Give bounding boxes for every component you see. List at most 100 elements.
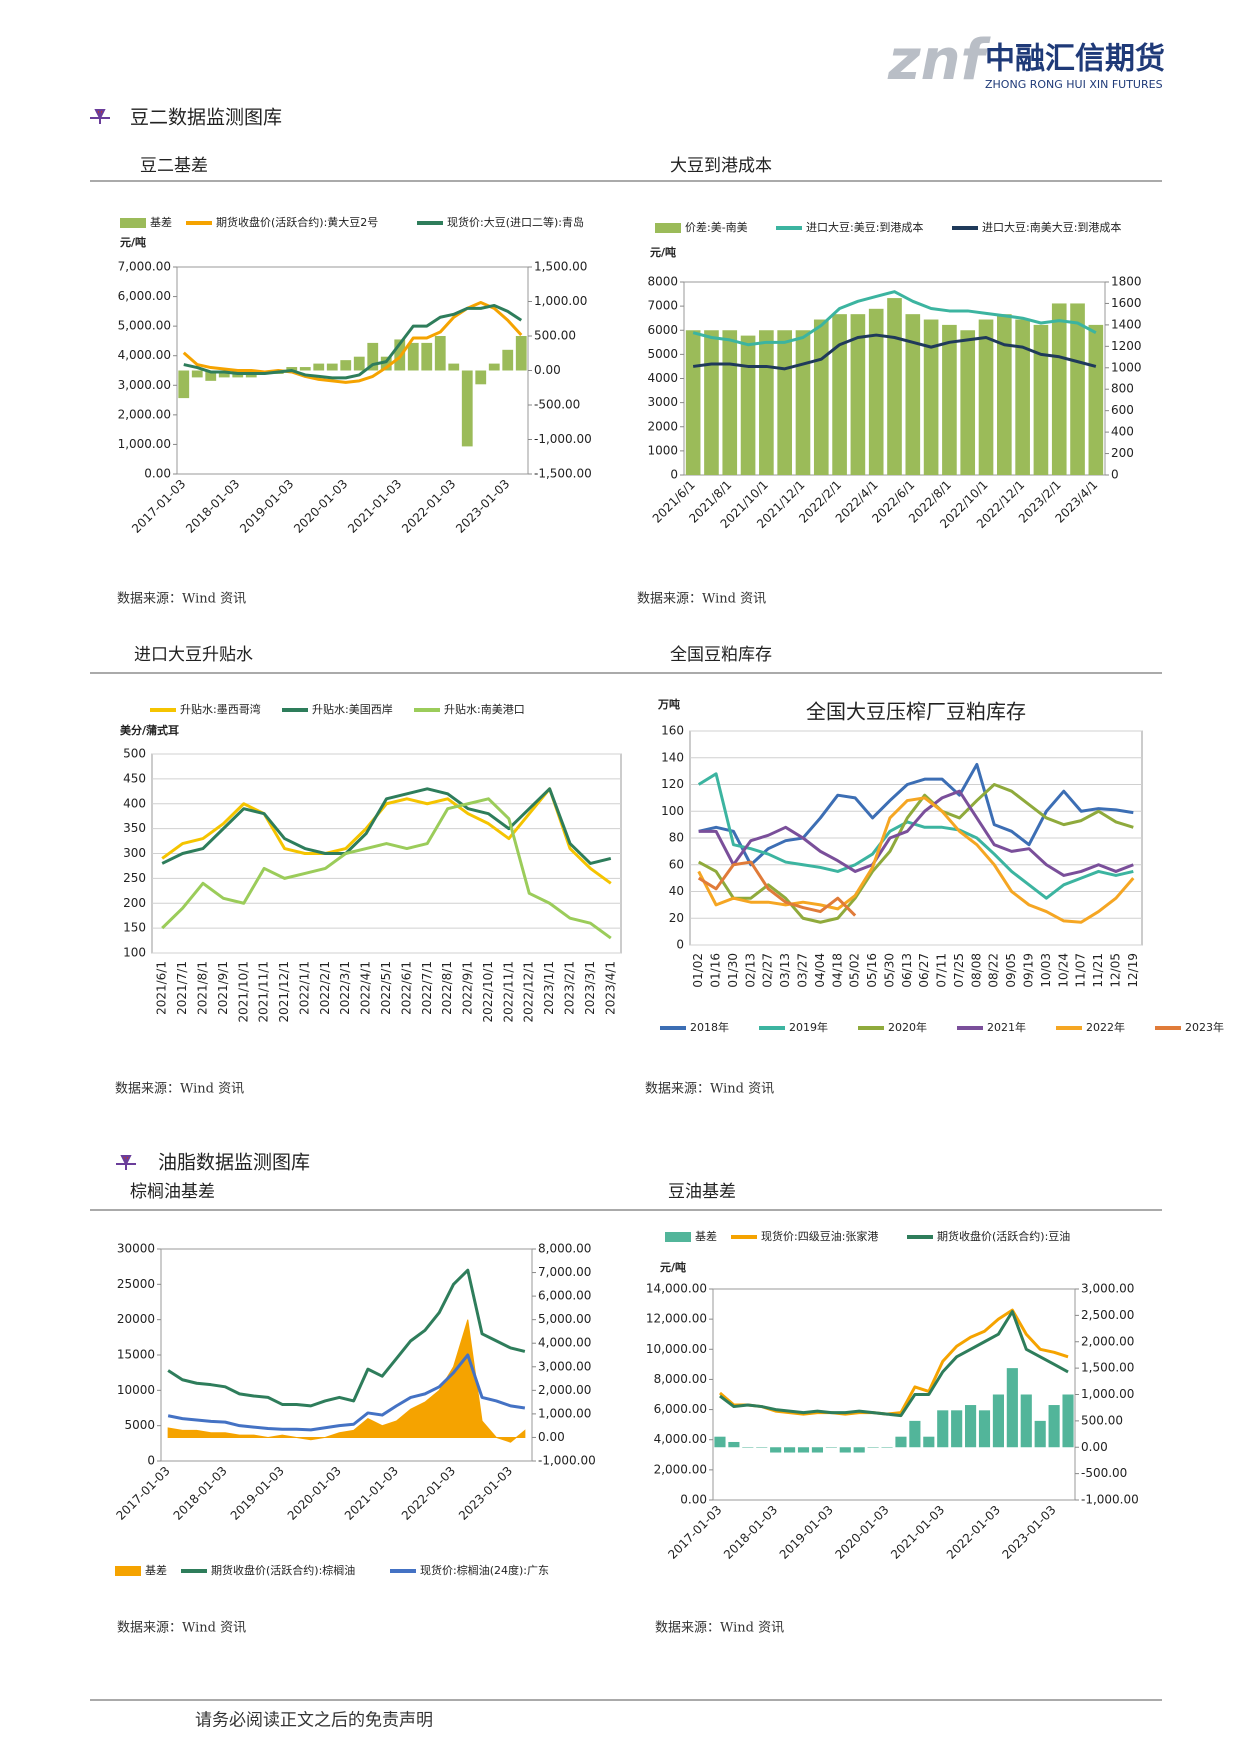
legend-label: 基差 (695, 1229, 717, 1243)
x-tick-label: 2019-01-03 (777, 1503, 836, 1562)
y-tick-label: 100 (123, 946, 146, 960)
bar (367, 342, 379, 371)
x-tick-label: 2021-01-03 (345, 477, 404, 536)
bar (1006, 1368, 1018, 1448)
bar (978, 319, 994, 475)
y-tick-label: 1000 (1111, 360, 1142, 374)
line (698, 762, 1134, 867)
brand: 中融汇信期货 (985, 42, 1165, 77)
legend-label: 现货价:棕榈油(24度):广东 (420, 1563, 549, 1577)
bar (714, 1436, 726, 1448)
x-tick-label: 2021/10/1 (236, 961, 250, 1023)
bar (421, 342, 433, 371)
section-title: 油脂数据监测图库 (158, 1152, 310, 1174)
legend-label: 进口大豆:南美大豆:到港成本 (982, 220, 1121, 234)
x-tick-label: 2021-01-03 (342, 1464, 401, 1523)
y-tick-label: 200 (123, 896, 146, 910)
section-icon (116, 1155, 136, 1170)
y-tick-label: 120 (661, 777, 684, 791)
x-tick-label: 2022/7/1 (420, 961, 434, 1015)
y-tick-label: 10,000.00 (646, 1342, 707, 1356)
x-tick-label: 2020-01-03 (832, 1503, 891, 1562)
y-tick-label: 7,000.00 (118, 260, 171, 274)
legend-label: 2021年 (987, 1020, 1026, 1034)
y-tick-label: 0.00 (538, 1430, 565, 1444)
line (692, 333, 1097, 371)
x-tick-label: 2021/11/1 (257, 961, 271, 1023)
bar (895, 1436, 907, 1448)
x-tick-label: 2020-01-03 (285, 1464, 344, 1523)
y-tick-label: 12,000.00 (646, 1312, 707, 1326)
x-tick-label: 2021/12/1 (277, 961, 291, 1023)
line (167, 1353, 526, 1432)
bar (286, 367, 298, 371)
bar (923, 1436, 935, 1448)
line (183, 303, 523, 380)
legend-label: 2023年 (1185, 1020, 1224, 1034)
bar (205, 370, 217, 381)
line (697, 860, 857, 917)
y-tick-label: 2,000.00 (654, 1462, 707, 1476)
x-tick-label: 2022/6/1 (399, 961, 413, 1015)
legend-label: 2020年 (888, 1020, 927, 1034)
y-tick-label: 4,000.00 (654, 1432, 707, 1446)
x-tick-label: 05/02 (848, 953, 862, 988)
legend-label: 价差:美-南美 (685, 220, 748, 234)
x-tick-label: 09/05 (1004, 953, 1018, 988)
y-tick-label: 80 (669, 831, 684, 845)
bar (960, 330, 976, 475)
line (161, 797, 612, 940)
bar (380, 356, 392, 371)
y-tick-label: 600 (1111, 403, 1134, 417)
y-tick-label: -500.00 (1081, 1466, 1127, 1480)
bar (191, 370, 203, 378)
x-tick-label: 2022/2/1 (318, 961, 332, 1015)
x-tick-label: 06/13 (900, 953, 914, 988)
y-tick-label: 7,000.00 (538, 1265, 591, 1279)
legend-swatch (115, 1566, 141, 1576)
bar (909, 1420, 921, 1448)
legend-label: 期货收盘价(活跃合约):棕榈油 (211, 1563, 355, 1577)
x-tick-label: 2021/6/1 (155, 961, 169, 1015)
bar (881, 1447, 893, 1448)
bar (1070, 303, 1085, 475)
x-tick-label: 2022/4/1 (359, 961, 373, 1015)
x-tick-label: 2022/3/1 (338, 961, 352, 1015)
chart-title: 豆油基差 (668, 1182, 736, 1202)
bar (1062, 1394, 1074, 1448)
y-tick-label: 4,000.00 (538, 1336, 591, 1350)
line (697, 783, 1134, 924)
x-tick-label: 2022/12/1 (522, 961, 536, 1023)
x-tick-label: 04/04 (813, 953, 827, 988)
x-tick-label: 08/08 (969, 953, 983, 988)
chart-title: 大豆到港成本 (670, 156, 772, 176)
bar (853, 1447, 865, 1453)
bar (759, 330, 774, 475)
y-tick-label: 160 (661, 724, 684, 738)
bar (742, 1447, 754, 1448)
x-tick-label: 2023-01-03 (453, 477, 512, 536)
y-tick-label: 1,000.00 (1081, 1387, 1134, 1401)
y-tick-label: 150 (123, 921, 146, 935)
legend-label: 基差 (150, 215, 172, 229)
bar (299, 367, 311, 371)
x-tick-label: 07/11 (935, 953, 949, 988)
bar (1051, 303, 1067, 475)
bar (795, 330, 811, 475)
footer: 请务必阅读正文之后的免责声明 (195, 1711, 433, 1731)
legend-swatch (665, 1232, 691, 1242)
x-tick-label: 2023-01-03 (999, 1503, 1058, 1562)
y-tick-label: 30000 (117, 1242, 155, 1256)
section-title: 豆二数据监测图库 (130, 107, 282, 129)
chart-title: 进口大豆升贴水 (134, 645, 253, 665)
bar (777, 330, 792, 475)
x-tick-label: 2022/11/1 (501, 961, 515, 1023)
y-tick-label: 0 (1111, 468, 1119, 482)
chart-title: 全国豆粕库存 (670, 645, 772, 665)
x-tick-label: 03/27 (796, 953, 810, 988)
section-icon (90, 109, 110, 124)
line (182, 300, 523, 384)
